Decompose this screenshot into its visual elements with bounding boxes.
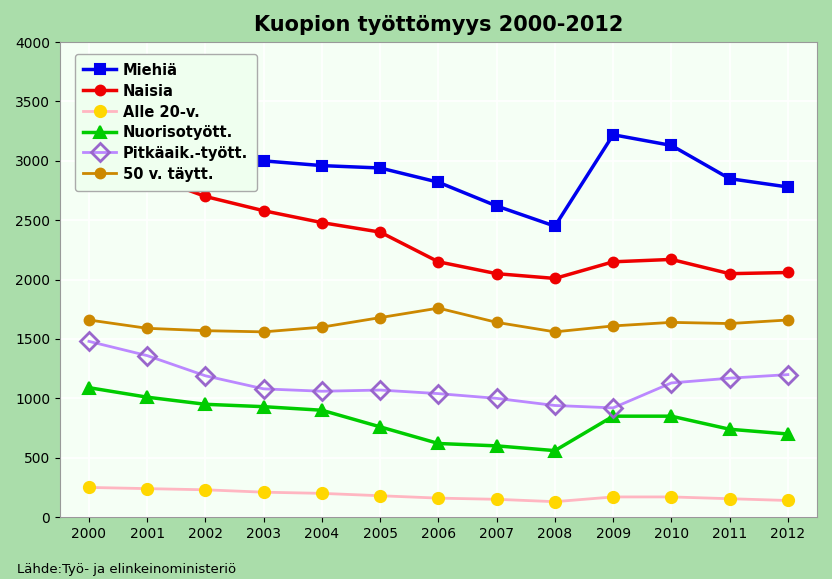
Nuorisotyött. <box>84 384 94 391</box>
Miehiä <box>142 125 152 132</box>
Text: Lähde:Työ- ja elinkeinoministeriö: Lähde:Työ- ja elinkeinoministeriö <box>17 563 235 576</box>
Miehiä <box>317 162 327 169</box>
Naisia <box>492 270 502 277</box>
Naisia <box>84 156 94 163</box>
Miehiä <box>492 203 502 210</box>
Nuorisotyött. <box>666 413 676 420</box>
Miehiä <box>259 157 269 164</box>
Alle 20-v. <box>259 489 269 496</box>
Nuorisotyött. <box>433 440 443 447</box>
Alle 20-v. <box>433 494 443 501</box>
Pitkäaik.-tyött. <box>666 379 676 386</box>
Line: 50 v. täytt.: 50 v. täytt. <box>84 303 793 337</box>
Alle 20-v. <box>201 486 210 493</box>
50 v. täytt. <box>375 314 385 321</box>
50 v. täytt. <box>317 324 327 331</box>
Naisia <box>783 269 793 276</box>
50 v. täytt. <box>142 325 152 332</box>
Nuorisotyött. <box>259 403 269 410</box>
Line: Nuorisotyött.: Nuorisotyött. <box>83 382 794 456</box>
Nuorisotyött. <box>608 413 618 420</box>
Line: Miehiä: Miehiä <box>84 111 793 231</box>
50 v. täytt. <box>433 305 443 312</box>
Naisia <box>317 219 327 226</box>
Alle 20-v. <box>550 498 560 505</box>
Miehiä <box>666 142 676 149</box>
Nuorisotyött. <box>375 423 385 430</box>
Line: Pitkäaik.-tyött.: Pitkäaik.-tyött. <box>82 335 794 414</box>
Nuorisotyött. <box>550 447 560 454</box>
Naisia <box>666 256 676 263</box>
Line: Naisia: Naisia <box>84 155 793 283</box>
Nuorisotyött. <box>317 407 327 414</box>
Nuorisotyött. <box>492 442 502 449</box>
Miehiä <box>201 145 210 152</box>
Nuorisotyött. <box>201 401 210 408</box>
Naisia <box>375 229 385 236</box>
Alle 20-v. <box>666 493 676 500</box>
Alle 20-v. <box>317 490 327 497</box>
Pitkäaik.-tyött. <box>317 388 327 395</box>
Miehiä <box>783 184 793 190</box>
Alle 20-v. <box>492 496 502 503</box>
Alle 20-v. <box>725 495 735 502</box>
Line: Alle 20-v.: Alle 20-v. <box>83 482 794 507</box>
50 v. täytt. <box>550 328 560 335</box>
50 v. täytt. <box>666 319 676 326</box>
50 v. täytt. <box>201 327 210 334</box>
Naisia <box>725 270 735 277</box>
Alle 20-v. <box>84 484 94 491</box>
Pitkäaik.-tyött. <box>84 338 94 345</box>
50 v. täytt. <box>259 328 269 335</box>
Pitkäaik.-tyött. <box>725 375 735 382</box>
Pitkäaik.-tyött. <box>259 386 269 393</box>
Naisia <box>201 193 210 200</box>
50 v. täytt. <box>608 323 618 329</box>
50 v. täytt. <box>725 320 735 327</box>
Nuorisotyött. <box>725 426 735 433</box>
Nuorisotyött. <box>142 394 152 401</box>
Miehiä <box>725 175 735 182</box>
50 v. täytt. <box>783 317 793 324</box>
Pitkäaik.-tyött. <box>433 390 443 397</box>
Alle 20-v. <box>608 493 618 500</box>
Pitkäaik.-tyött. <box>492 395 502 402</box>
Naisia <box>142 171 152 178</box>
Legend: Miehiä, Naisia, Alle 20-v., Nuorisotyött., Pitkäaik.-tyött., 50 v. täytt.: Miehiä, Naisia, Alle 20-v., Nuorisotyött… <box>75 54 257 191</box>
Miehiä <box>550 223 560 230</box>
Pitkäaik.-tyött. <box>608 404 618 411</box>
Naisia <box>433 258 443 265</box>
Pitkäaik.-tyött. <box>201 372 210 379</box>
Title: Kuopion työttömyys 2000-2012: Kuopion työttömyys 2000-2012 <box>254 15 623 35</box>
Naisia <box>550 275 560 282</box>
Nuorisotyött. <box>783 431 793 438</box>
Naisia <box>608 258 618 265</box>
50 v. täytt. <box>492 319 502 326</box>
Pitkäaik.-tyött. <box>783 371 793 378</box>
Pitkäaik.-tyött. <box>550 402 560 409</box>
Alle 20-v. <box>375 492 385 499</box>
Miehiä <box>375 164 385 171</box>
Pitkäaik.-tyött. <box>375 387 385 394</box>
50 v. täytt. <box>84 317 94 324</box>
Alle 20-v. <box>783 497 793 504</box>
Miehiä <box>433 179 443 186</box>
Pitkäaik.-tyött. <box>142 352 152 359</box>
Naisia <box>259 207 269 214</box>
Alle 20-v. <box>142 485 152 492</box>
Miehiä <box>84 112 94 119</box>
Miehiä <box>608 131 618 138</box>
